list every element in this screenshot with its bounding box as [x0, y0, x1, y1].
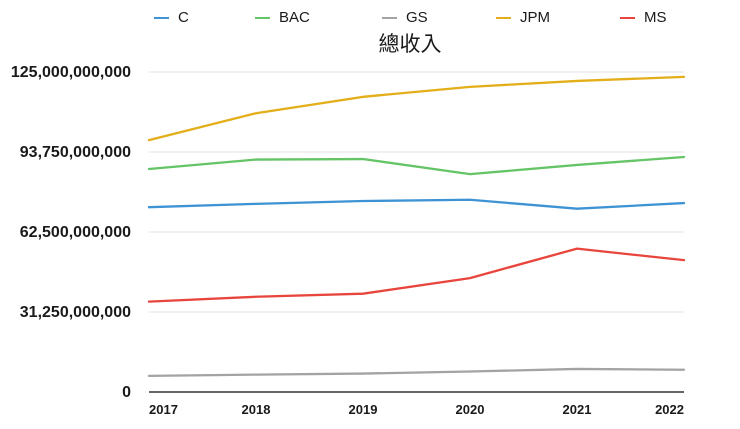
svg-text:2019: 2019 — [349, 402, 378, 417]
svg-text:2017: 2017 — [149, 402, 178, 417]
svg-text:125,000,000,000: 125,000,000,000 — [11, 64, 131, 81]
svg-text:2021: 2021 — [563, 402, 592, 417]
svg-text:0: 0 — [122, 384, 131, 401]
svg-text:31,250,000,000: 31,250,000,000 — [20, 304, 131, 321]
svg-text:62,500,000,000: 62,500,000,000 — [20, 224, 131, 241]
svg-text:2018: 2018 — [242, 402, 271, 417]
svg-text:93,750,000,000: 93,750,000,000 — [20, 144, 131, 161]
svg-text:2020: 2020 — [456, 402, 485, 417]
svg-text:2022: 2022 — [655, 402, 684, 417]
